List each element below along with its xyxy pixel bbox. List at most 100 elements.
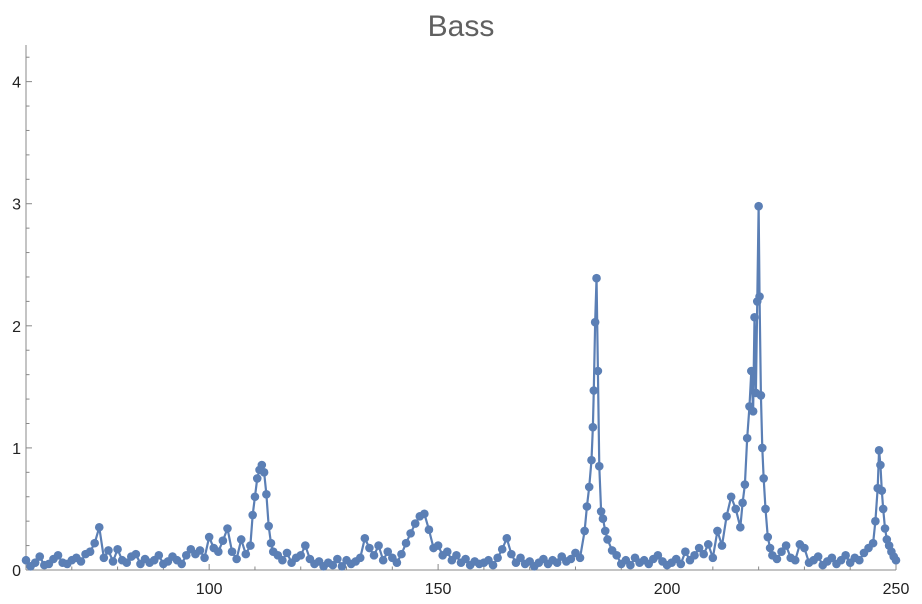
data-point [410, 519, 420, 528]
data-point [369, 551, 379, 560]
data-point [360, 533, 370, 543]
data-point [223, 524, 232, 533]
y-axis-ticks: 0 1 2 3 4 [12, 56, 32, 580]
data-point [600, 526, 610, 536]
data-point [488, 560, 498, 570]
data-point [424, 525, 434, 535]
data-point [94, 522, 104, 532]
data-point [21, 555, 31, 565]
data-point [507, 549, 516, 559]
data-point [99, 553, 109, 563]
data-point [365, 543, 374, 553]
data-point [603, 535, 612, 544]
data-point [827, 553, 837, 563]
data-point [755, 292, 764, 301]
y-tick-label: 4 [12, 75, 21, 92]
data-point [590, 317, 600, 327]
data-point [497, 544, 507, 554]
data-point [575, 553, 585, 563]
data-point [584, 482, 594, 492]
data-point [278, 555, 287, 565]
data-point [754, 201, 763, 211]
data-point [589, 386, 599, 395]
y-tick-label: 1 [12, 441, 21, 458]
data-point [612, 551, 621, 560]
series-points [21, 201, 901, 571]
y-tick-label: 2 [12, 319, 21, 336]
data-point [200, 553, 209, 563]
data-point [420, 509, 429, 519]
data-point [122, 558, 132, 567]
data-point [855, 555, 864, 565]
data-point [772, 554, 782, 564]
data-point [756, 391, 766, 400]
data-point [598, 514, 608, 524]
data-point [588, 422, 598, 432]
data-point [596, 507, 606, 516]
data-point [154, 551, 164, 560]
data-point [401, 538, 411, 548]
x-tick-label: 250 [883, 581, 910, 598]
data-point [262, 490, 271, 499]
data-point [593, 366, 603, 376]
data-point [252, 474, 262, 483]
data-point [880, 524, 890, 533]
data-point [493, 553, 502, 563]
axes [25, 45, 896, 571]
data-point [90, 538, 99, 548]
data-point [53, 551, 63, 560]
data-point [626, 560, 635, 570]
data-point [76, 557, 86, 566]
x-tick-label: 100 [196, 581, 223, 598]
y-tick-label: 3 [12, 197, 21, 214]
data-point [442, 547, 452, 556]
chart-title: Bass [428, 10, 495, 43]
data-point [214, 547, 223, 556]
data-point [218, 536, 228, 545]
data-point [355, 553, 365, 563]
data-point [580, 526, 589, 536]
data-point [740, 480, 750, 489]
data-point [790, 555, 800, 565]
data-point [676, 559, 686, 569]
data-point [713, 526, 722, 536]
data-point [433, 541, 443, 550]
data-point [874, 446, 884, 455]
data-point [876, 460, 885, 470]
data-point [681, 547, 690, 556]
data-point [461, 554, 470, 564]
data-point [378, 555, 388, 565]
data-point [781, 541, 791, 550]
data-point [871, 516, 880, 526]
data-point [703, 540, 713, 549]
data-point [717, 541, 727, 550]
data-point [765, 543, 775, 553]
data-point [250, 492, 260, 502]
data-point [722, 511, 731, 521]
x-tick-label: 150 [425, 581, 452, 598]
data-point [236, 535, 246, 544]
data-point [763, 532, 773, 542]
data-point [742, 433, 752, 443]
data-point [296, 551, 306, 560]
data-point [204, 532, 214, 542]
data-point [227, 547, 237, 556]
data-point [282, 548, 292, 558]
data-point [397, 549, 406, 559]
data-point [264, 521, 273, 531]
data-point [181, 551, 191, 560]
data-point [757, 443, 767, 453]
data-point [248, 510, 257, 520]
data-point [592, 273, 601, 283]
data-point [328, 560, 338, 570]
data-point [85, 547, 95, 556]
data-point [748, 406, 758, 416]
data-point [750, 312, 759, 322]
data-point [516, 553, 525, 563]
data-point [301, 541, 310, 550]
data-point [566, 554, 576, 564]
data-point [747, 366, 756, 376]
data-point [726, 492, 736, 502]
data-point [383, 547, 393, 556]
data-point [257, 460, 267, 470]
